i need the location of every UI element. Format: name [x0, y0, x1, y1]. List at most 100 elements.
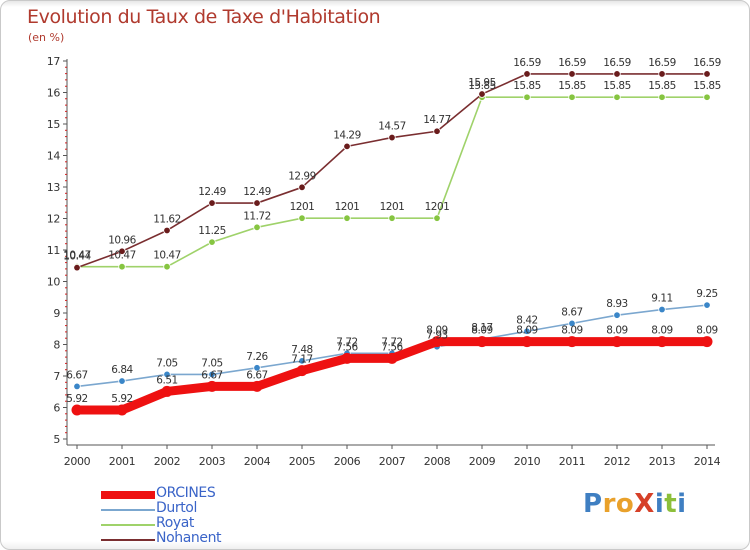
legend-item-durtol: Durtol — [101, 500, 321, 516]
data-label-orcines: 6.51 — [156, 374, 177, 386]
data-point-royat — [523, 93, 531, 101]
logo-letter: o — [615, 489, 635, 519]
data-label-nohanent: 11.62 — [153, 213, 181, 225]
data-label-nohanent: 16.59 — [693, 57, 721, 69]
logo-letter: X — [634, 489, 655, 519]
data-point-nohanent — [568, 70, 576, 78]
x-tick-label: 2002 — [154, 455, 180, 468]
data-label-durtol: 7.05 — [156, 357, 177, 369]
logo-letter: t — [664, 489, 678, 519]
data-label-durtol: 7.72 — [336, 336, 357, 348]
legend-item-royat: Royat — [101, 515, 321, 531]
data-label-durtol: 6.84 — [111, 364, 133, 376]
data-label-royat: 10.47 — [153, 250, 181, 262]
data-labels: 10.47 10.47 10.47 11.25 11.72 1201 1201 1201 120… — [63, 57, 721, 405]
data-label-durtol: 9.25 — [696, 288, 717, 300]
legend-swatch-durtol — [101, 509, 155, 511]
data-point-durtol — [523, 327, 531, 335]
data-label-orcines: 6.67 — [246, 369, 267, 381]
data-label-durtol: 8.17 — [471, 322, 492, 334]
data-label-royat: 1201 — [380, 201, 405, 213]
y-tick-label: 10 — [47, 276, 61, 289]
data-label-orcines: 7.17 — [291, 354, 312, 366]
logo-letter: i — [654, 489, 665, 519]
legend-label-nohanent: Nohanent — [156, 530, 222, 546]
data-label-royat: 11.25 — [198, 225, 226, 237]
x-tick-label: 2000 — [64, 455, 91, 468]
y-axis-unit-label: (en %) — [28, 31, 65, 44]
x-tick-label: 2006 — [334, 455, 361, 468]
data-point-nohanent — [523, 70, 531, 78]
data-point-royat — [118, 262, 126, 271]
data-label-durtol: 8.93 — [606, 298, 627, 310]
series-orcines — [71, 336, 713, 416]
data-point-nohanent — [388, 133, 396, 142]
data-point-orcines — [656, 336, 668, 348]
data-point-nohanent — [658, 70, 666, 78]
data-point-nohanent — [613, 70, 621, 78]
data-point-orcines — [251, 380, 263, 392]
data-point-orcines — [71, 404, 83, 416]
data-label-royat: 15.85 — [693, 80, 721, 92]
data-point-royat — [388, 214, 396, 222]
logo-letter: r — [602, 489, 616, 519]
data-point-nohanent — [118, 247, 126, 255]
legend-label-orcines: ORCINES — [156, 485, 216, 501]
data-point-royat — [343, 214, 351, 222]
y-tick-label: 12 — [47, 213, 60, 226]
data-label-nohanent: 16.59 — [513, 57, 541, 69]
data-point-orcines — [431, 336, 443, 348]
data-label-durtol: 7.72 — [381, 336, 402, 348]
data-label-durtol: 6.67 — [66, 369, 87, 381]
data-point-nohanent — [163, 226, 171, 235]
legend-swatch-orcines — [101, 491, 155, 499]
data-label-royat: 15.85 — [513, 80, 541, 92]
data-label-nohanent: 12.49 — [243, 186, 271, 198]
data-point-royat — [658, 93, 666, 101]
legend-swatch-royat — [101, 524, 155, 526]
data-point-nohanent — [73, 263, 81, 272]
data-label-nohanent: 12.49 — [198, 186, 226, 198]
data-label-nohanent: 14.57 — [378, 121, 406, 133]
data-point-durtol — [613, 311, 621, 319]
series-line-nohanent — [76, 73, 708, 269]
data-point-orcines — [161, 385, 173, 397]
data-point-orcines — [566, 336, 578, 348]
data-label-royat: 11.72 — [243, 210, 271, 222]
data-label-orcines: 5.92 — [66, 393, 87, 405]
data-label-royat: 1201 — [290, 201, 315, 213]
legend-swatch-nohanent — [101, 539, 155, 541]
data-label-orcines: 8.09 — [426, 325, 447, 337]
y-tick-label: 8 — [53, 339, 60, 352]
x-tick-label: 2003 — [199, 455, 226, 468]
axes: 5 6 7 8 9 10 11 12 13 14 15 16 17 2000 2001 2002 2003 200… — [47, 55, 721, 468]
data-label-orcines: 7.56 — [336, 341, 358, 353]
data-label-orcines: 8.09 — [606, 325, 627, 337]
data-point-nohanent — [433, 127, 441, 135]
proxiti-logo: ProXiti — [583, 489, 687, 519]
data-label-durtol: 7.93 — [426, 330, 447, 342]
logo-letter: P — [583, 489, 603, 519]
data-point-orcines — [296, 365, 308, 377]
data-point-orcines — [701, 336, 713, 348]
data-point-durtol — [658, 305, 666, 314]
data-label-orcines: 8.09 — [561, 325, 582, 337]
x-tick-label: 2010 — [514, 455, 541, 468]
data-label-orcines: 8.09 — [471, 325, 492, 337]
data-label-royat: 10.47 — [108, 250, 136, 262]
y-tick-label: 14 — [47, 150, 61, 163]
data-point-orcines — [341, 352, 353, 364]
data-label-durtol: 7.48 — [291, 344, 312, 356]
y-tick-label: 7 — [53, 370, 60, 383]
x-tick-label: 2004 — [244, 455, 271, 468]
y-tick-label: 15 — [47, 118, 61, 131]
data-point-royat — [298, 214, 306, 222]
data-label-royat: 1201 — [335, 201, 360, 213]
y-tick-label: 17 — [47, 55, 61, 68]
data-point-nohanent — [343, 142, 351, 151]
data-point-durtol — [298, 357, 306, 365]
x-tick-label: 2007 — [379, 455, 406, 468]
data-point-durtol — [208, 370, 216, 379]
data-point-nohanent — [478, 90, 486, 98]
